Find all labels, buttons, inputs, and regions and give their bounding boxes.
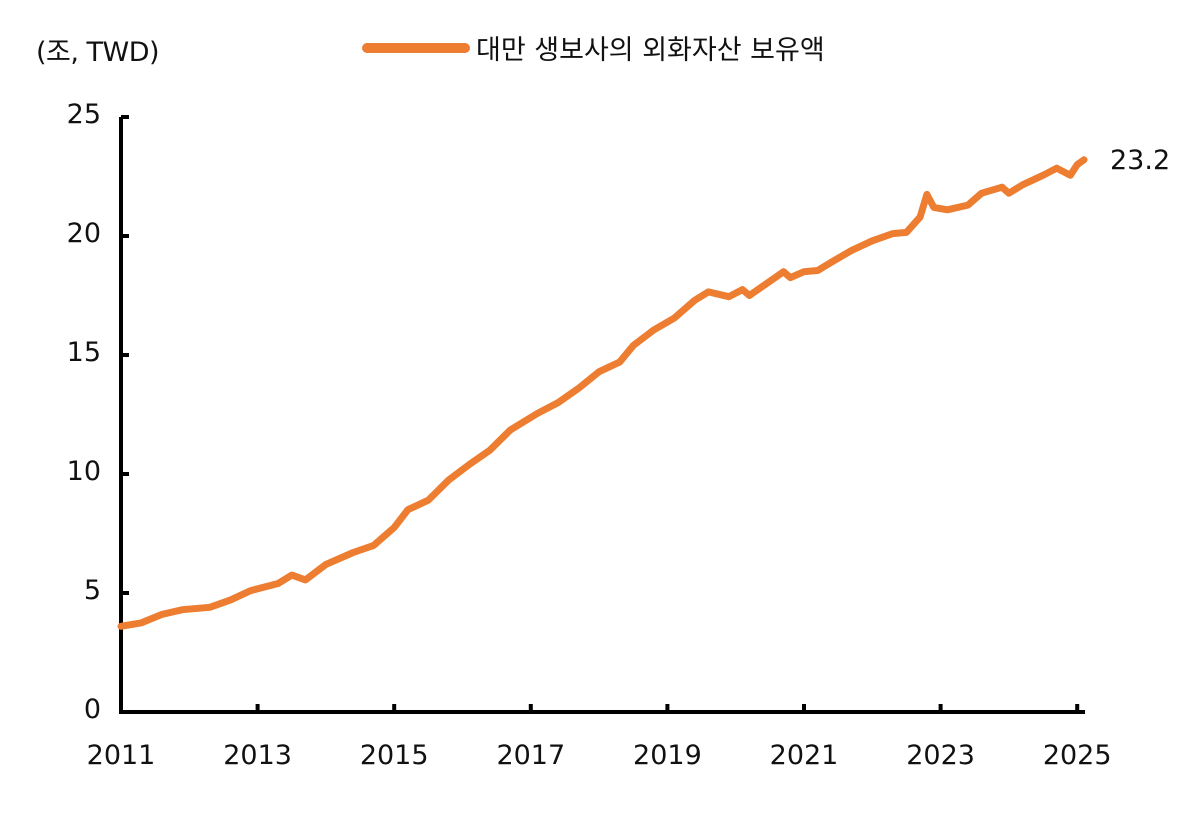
axes xyxy=(119,115,1085,714)
legend: 대만 생보사의 외화자산 보유액 xyxy=(362,28,825,67)
series-line xyxy=(117,156,1088,630)
y-axis-unit-label: (조, TWD) xyxy=(36,37,160,68)
x-tick-label: 2015 xyxy=(359,740,429,771)
x-tick-label: 2021 xyxy=(769,740,839,771)
legend-line-swatch xyxy=(362,42,470,53)
x-tick-label: 2019 xyxy=(633,740,702,771)
y-tick-label: 20 xyxy=(66,218,101,249)
x-tick-label: 2011 xyxy=(86,740,156,771)
y-tick-label: 5 xyxy=(83,575,101,606)
y-tick-label: 0 xyxy=(83,694,101,725)
legend-label: 대만 생보사의 외화자산 보유액 xyxy=(476,35,825,66)
x-tick-label: 2023 xyxy=(906,740,975,771)
y-tick-label: 15 xyxy=(66,337,101,368)
x-tick-label: 2025 xyxy=(1042,740,1112,771)
x-tick-label: 2013 xyxy=(223,740,292,771)
x-tick-label: 2017 xyxy=(496,740,566,771)
y-tick-label: 25 xyxy=(66,99,101,130)
end-value-label: 23.2 xyxy=(1110,145,1171,176)
y-tick-label: 10 xyxy=(66,456,101,487)
